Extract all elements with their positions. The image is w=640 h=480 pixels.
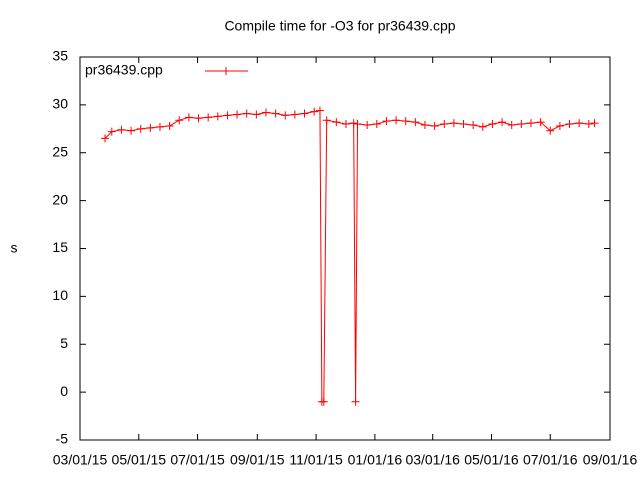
point-marker [478,122,487,131]
point-marker [430,121,439,130]
point-marker [498,118,507,127]
y-tick-label: 20 [52,191,68,207]
point-marker [146,123,155,132]
point-marker [252,110,261,119]
point-marker [372,120,381,129]
x-tick-label: 09/01/15 [230,452,285,468]
point-marker [233,110,242,119]
point-marker [526,119,535,128]
point-marker [223,111,232,120]
point-marker [488,120,497,129]
point-marker [281,111,290,120]
x-tick-label: 07/01/15 [170,452,225,468]
point-marker [165,121,174,130]
y-tick-label: 0 [60,383,68,399]
point-marker [204,113,213,122]
y-tick-label: 5 [60,335,68,351]
point-marker [440,120,449,129]
x-tick-label: 11/01/15 [289,452,343,468]
point-marker [459,120,468,129]
point-marker [155,122,164,131]
point-marker [517,120,526,129]
point-marker [242,109,251,118]
x-tick-label: 03/01/15 [53,452,108,468]
point-marker [351,397,360,406]
point-marker [127,126,136,135]
y-tick-label: 25 [52,143,68,159]
point-marker [590,119,599,128]
point-marker [315,106,324,115]
x-tick-label: 07/01/16 [523,452,578,468]
point-marker [261,108,270,117]
point-marker [107,127,116,136]
point-marker [310,107,319,116]
point-marker [392,116,401,125]
y-tick-label: -5 [56,431,69,447]
point-marker [449,119,458,128]
point-marker [332,118,341,127]
point-marker [117,125,126,134]
point-marker [322,116,331,125]
point-marker [353,120,362,129]
chart-title: Compile time for -O3 for pr36439.cpp [224,18,455,34]
y-tick-label: 10 [52,287,68,303]
x-tick-label: 01/01/16 [348,452,403,468]
x-tick-label: 05/01/16 [464,452,519,468]
point-marker [565,120,574,129]
y-tick-label: 30 [52,96,68,112]
point-marker [411,118,420,127]
point-marker [213,112,222,121]
legend-label: pr36439.cpp [85,62,163,78]
y-axis-label: s [11,240,18,256]
point-marker [536,118,545,127]
point-marker [584,120,593,129]
point-marker [555,121,564,130]
point-marker [382,117,391,126]
point-marker [349,119,358,128]
point-marker [469,120,478,129]
x-tick-label: 05/01/15 [112,452,167,468]
point-marker [194,114,203,123]
point-marker [341,120,350,129]
point-marker [319,397,328,406]
x-tick-label: 09/01/16 [583,452,638,468]
y-tick-label: 15 [52,239,68,255]
point-marker [300,109,309,118]
point-marker [184,113,193,122]
series-line [104,110,595,403]
point-marker [420,120,429,129]
legend-swatch-marker [222,67,230,75]
plot-frame [79,56,611,441]
point-marker [271,109,280,118]
point-marker [136,124,145,133]
point-marker [175,116,184,125]
point-marker [507,120,516,129]
point-marker [290,110,299,119]
point-marker [363,120,372,129]
point-marker [575,119,584,128]
point-marker [546,126,555,135]
x-tick-label: 03/01/16 [405,452,460,468]
y-tick-label: 35 [52,48,68,64]
point-marker [101,134,110,143]
point-marker [401,117,410,126]
